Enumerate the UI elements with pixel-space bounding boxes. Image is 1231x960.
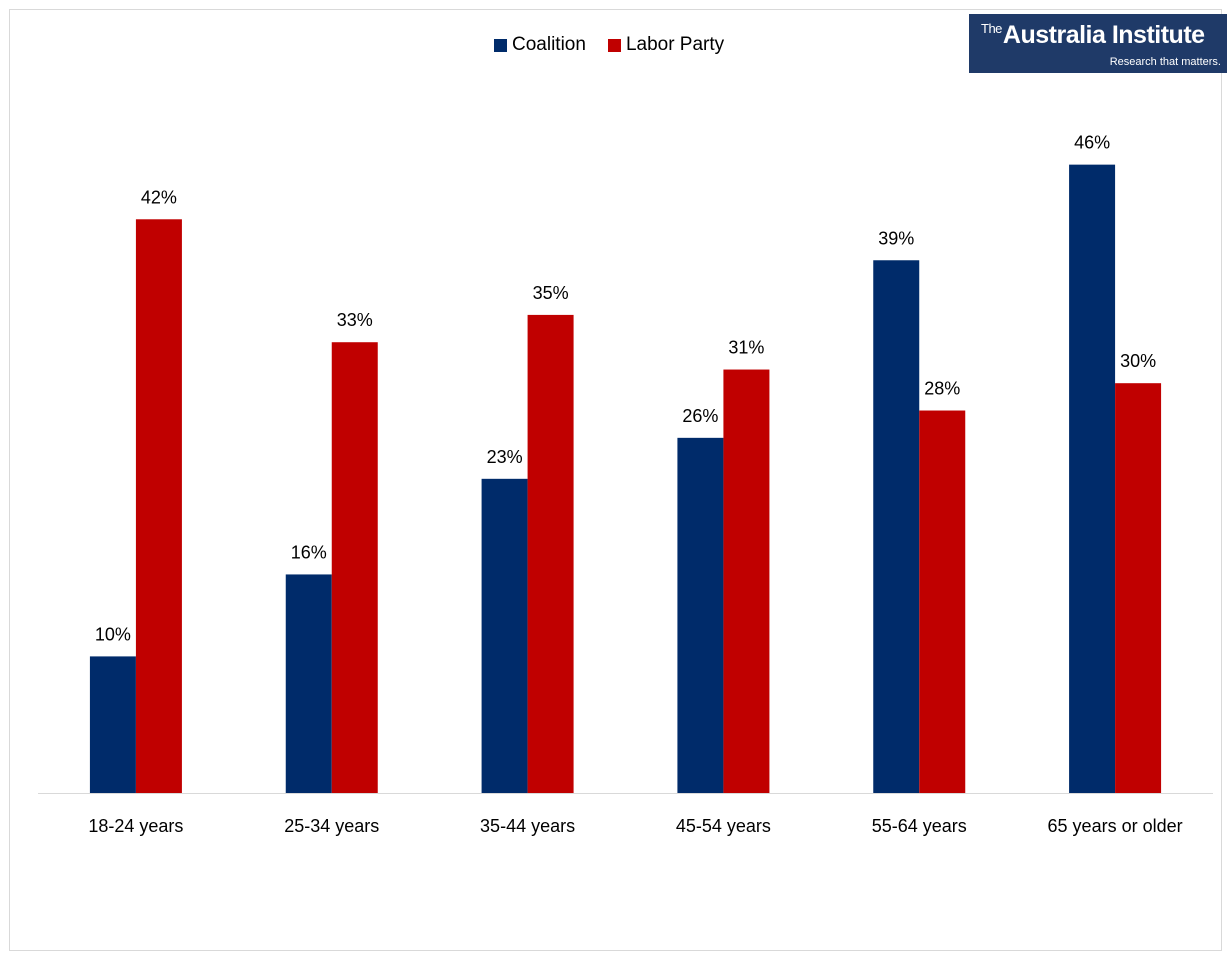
australia-institute-logo: TheAustralia Institute Research that mat… [969, 14, 1227, 73]
bar-labor-1 [135, 219, 182, 793]
bar-coalition-6 [1069, 164, 1116, 793]
bar-labor-3 [527, 314, 574, 793]
bar-coalition-1 [89, 656, 136, 793]
x-tick-label-4: 45-54 years [676, 816, 771, 836]
data-label-labor-2: 33% [337, 310, 373, 330]
legend-item-coalition: Coalition [494, 34, 586, 56]
data-label-labor-4: 31% [728, 338, 764, 358]
logo-tagline: Research that matters. [1109, 56, 1221, 68]
data-label-labor-3: 35% [533, 283, 569, 303]
bars-group [89, 164, 1162, 793]
legend-swatch-coalition [494, 38, 507, 52]
data-label-coalition-2: 16% [291, 542, 327, 562]
logo-name: Australia Institute [1002, 21, 1205, 49]
x-tick-label-6: 65 years or older [1048, 816, 1183, 836]
x-tick-labels-group: 18-24 years 25-34 years 35-44 years 45-54 y… [88, 816, 1182, 836]
x-tick-label-5: 55-64 years [872, 816, 967, 836]
legend-label-coalition: Coalition [512, 34, 586, 55]
logo-prefix: The [981, 21, 1002, 36]
legend: Coalition Labor Party [494, 34, 746, 56]
data-label-labor-6: 30% [1120, 351, 1156, 371]
data-labels-group: 10% 42% 16% 33% 23% 35% 26% 31% 39% 28% 46% 30% [95, 133, 1156, 645]
data-label-coalition-5: 39% [878, 228, 914, 248]
data-label-coalition-3: 23% [487, 447, 523, 467]
legend-label-labor: Labor Party [625, 34, 725, 55]
bar-labor-5 [919, 410, 966, 793]
bar-coalition-3 [481, 478, 528, 793]
legend-item-labor: Labor Party [607, 34, 725, 56]
chart-frame [9, 9, 1222, 951]
bar-labor-6 [1115, 383, 1162, 793]
data-label-labor-5: 28% [924, 379, 960, 399]
bar-labor-2 [331, 342, 378, 793]
data-label-coalition-1: 10% [95, 624, 131, 644]
bar-labor-4 [723, 369, 770, 793]
x-tick-label-3: 35-44 years [480, 816, 575, 836]
x-tick-label-2: 25-34 years [284, 816, 379, 836]
bar-coalition-4 [677, 437, 724, 793]
bar-coalition-5 [873, 260, 920, 793]
logo-wordmark: TheAustralia Institute [981, 21, 1205, 50]
bar-coalition-2 [285, 574, 332, 793]
legend-swatch-labor [607, 38, 621, 52]
x-tick-label-1: 18-24 years [88, 816, 183, 836]
data-label-coalition-4: 26% [682, 406, 718, 426]
data-label-coalition-6: 46% [1074, 133, 1110, 153]
data-label-labor-1: 42% [141, 187, 177, 207]
